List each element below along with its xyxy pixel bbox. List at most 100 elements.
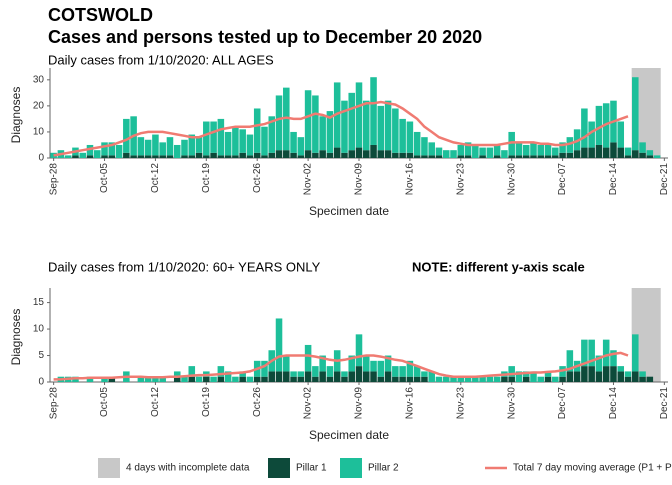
x-tick-label: Nov-02 [303, 163, 314, 196]
bar [232, 376, 239, 382]
bar [217, 376, 225, 382]
x-tick-label: Nov-23 [455, 163, 466, 196]
bar [362, 150, 370, 158]
x-tick-label: Oct-12 [150, 163, 161, 193]
bar [406, 152, 414, 158]
bar [610, 350, 617, 367]
bar [341, 100, 348, 153]
x-tick-label: Oct-19 [201, 387, 212, 417]
bar [159, 155, 166, 158]
bar [341, 376, 348, 382]
bar [275, 150, 283, 158]
bar [188, 155, 196, 158]
bar [101, 155, 108, 158]
bar [530, 371, 537, 382]
bar [384, 355, 392, 372]
bar [268, 371, 276, 382]
bar [239, 376, 246, 382]
bar [304, 150, 312, 158]
bar [319, 355, 326, 372]
bar [595, 105, 603, 145]
bar [115, 144, 123, 158]
bar [319, 116, 326, 151]
bar [472, 144, 479, 158]
bar [566, 350, 574, 372]
x-tick-label: Nov-16 [405, 163, 416, 196]
bar [283, 87, 290, 151]
bar [144, 139, 152, 156]
bar [341, 152, 348, 158]
bar [312, 152, 319, 158]
y-tick-label: 5 [38, 350, 44, 361]
bar [246, 134, 254, 156]
x-tick-label: Oct-05 [99, 387, 110, 417]
bar [377, 376, 385, 382]
bar [522, 155, 530, 158]
bar [413, 366, 421, 377]
bar [304, 371, 312, 382]
bar [392, 108, 399, 153]
bar [152, 155, 159, 158]
bar [203, 376, 210, 382]
x-tick-label: Dec-21 [659, 163, 670, 196]
bar [203, 155, 210, 158]
bar [617, 121, 625, 148]
bar [479, 155, 486, 158]
bar [537, 155, 545, 158]
bar [355, 82, 363, 148]
bar [632, 150, 639, 158]
bar [377, 150, 385, 158]
bar [508, 376, 515, 382]
bar [144, 155, 152, 158]
bar [559, 152, 566, 158]
bar [544, 144, 552, 156]
bar [508, 155, 515, 158]
bar [253, 152, 261, 158]
bar [632, 77, 639, 151]
bar [602, 366, 610, 382]
bar [348, 371, 356, 382]
bar [617, 366, 625, 372]
bar [297, 155, 305, 158]
y-tick-label: 30 [33, 74, 45, 85]
bar [246, 155, 254, 158]
x-tick-label: Nov-02 [303, 387, 314, 420]
bar [377, 105, 385, 151]
bar [413, 131, 421, 156]
bar [137, 376, 145, 382]
bar [588, 366, 595, 382]
bar [399, 118, 406, 153]
bar [210, 152, 217, 158]
y-tick-label: 0 [38, 153, 44, 164]
bar [275, 371, 283, 382]
x-tick-label: Nov-09 [354, 387, 365, 420]
bar [522, 144, 530, 156]
bar [210, 121, 217, 153]
bar [217, 155, 225, 158]
bar [297, 376, 305, 382]
bar [64, 155, 72, 158]
bar [166, 137, 174, 156]
bar [595, 144, 603, 158]
bar [297, 371, 305, 377]
bar [624, 371, 632, 377]
bar [522, 376, 530, 382]
bar [428, 371, 435, 382]
bar [173, 144, 181, 158]
bar [421, 137, 428, 156]
bar [210, 376, 217, 382]
bar [137, 155, 145, 158]
bar [290, 371, 297, 377]
bar [166, 155, 174, 158]
bar [253, 376, 261, 382]
bar [428, 142, 435, 156]
x-tick-label: Oct-19 [201, 163, 212, 193]
bar [472, 376, 479, 382]
bar [239, 152, 246, 158]
bar [86, 144, 94, 156]
bar [399, 376, 406, 382]
x-tick-label: Dec-07 [557, 387, 568, 420]
bar [632, 371, 639, 382]
title: COTSWOLD [48, 5, 153, 25]
